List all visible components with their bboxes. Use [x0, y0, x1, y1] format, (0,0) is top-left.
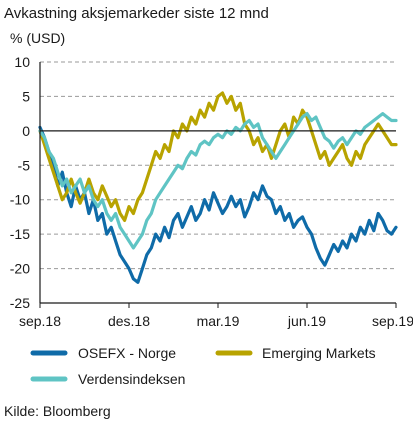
y-tick-label: -5	[18, 157, 31, 173]
y-tick-labels: 10 5 0 -5 -10 -15 -20 -25	[10, 54, 30, 311]
y-tick-label: 10	[14, 54, 30, 70]
y-tick-label: 0	[22, 123, 30, 139]
series-lines	[38, 91, 398, 284]
y-tick-label: 5	[22, 88, 30, 104]
x-tick-label: sep.18	[19, 313, 61, 329]
x-tick-label: jun.19	[287, 313, 326, 329]
y-tick-label: -15	[10, 226, 30, 242]
x-tick-label: sep.19	[372, 313, 413, 329]
series-line-verdensindeksen	[38, 111, 398, 250]
legend: OSEFX - Norge Emerging Markets Verdensin…	[30, 345, 376, 387]
x-tick-labels: sep.18 des.18 mar.19 jun.19 sep.19	[19, 303, 413, 329]
legend-label-osefx: OSEFX - Norge	[78, 345, 176, 361]
grid	[40, 61, 396, 270]
source-note: Kilde: Bloomberg	[4, 403, 111, 419]
series-line-emerging-markets	[38, 91, 398, 222]
y-tick-label: -25	[10, 295, 30, 311]
legend-label-emerging-markets: Emerging Markets	[262, 345, 376, 361]
y-tick-label: -20	[10, 261, 30, 277]
y-axis-label: % (USD)	[10, 30, 65, 46]
x-tick-label: des.18	[108, 313, 150, 329]
legend-label-verdensindeksen: Verdensindeksen	[78, 371, 185, 387]
series-line-osefx	[38, 125, 398, 284]
chart-title: Avkastning aksjemarkeder siste 12 mnd	[4, 5, 269, 22]
x-tick-label: mar.19	[197, 313, 240, 329]
y-tick-label: -10	[10, 192, 30, 208]
